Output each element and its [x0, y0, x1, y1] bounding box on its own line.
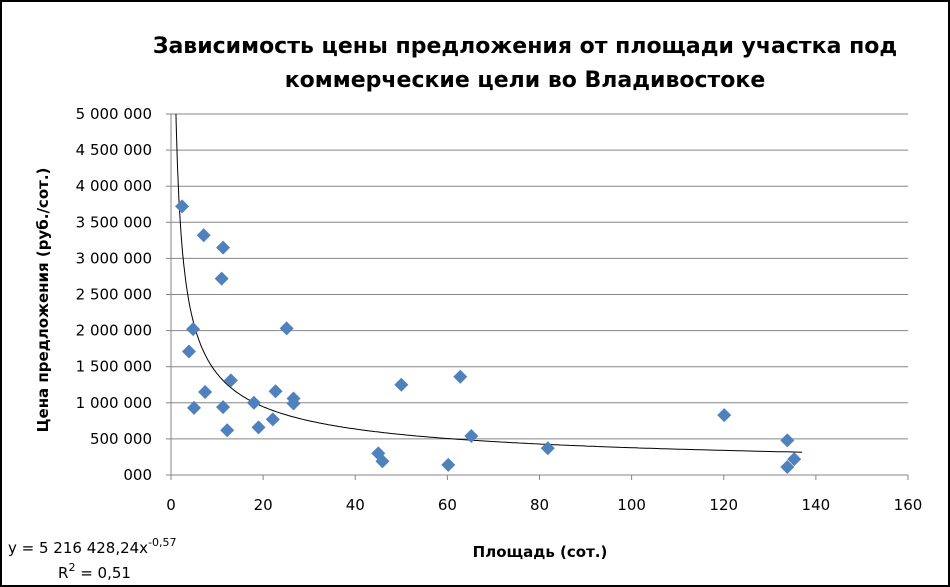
data-point [780, 460, 795, 475]
data-point [286, 396, 301, 411]
x-axis-label: Площадь (сот.) [473, 543, 608, 561]
data-point [198, 384, 213, 399]
x-tick-label: 140 [802, 496, 831, 514]
x-tick-label: 60 [438, 496, 457, 514]
data-point [216, 240, 231, 255]
data-point [214, 271, 229, 286]
y-tick-label: 3 500 000 [76, 213, 152, 231]
y-tick-label: 2 000 000 [76, 322, 152, 340]
data-point [540, 441, 555, 456]
x-tick-label: 80 [530, 496, 549, 514]
trendline-equation: y = 5 216 428,24x-0,57 [8, 536, 177, 557]
data-point [780, 433, 795, 448]
data-point [394, 377, 409, 392]
y-tick-label: 000 [123, 466, 152, 484]
y-tick-label: 1 500 000 [76, 358, 152, 376]
data-point [223, 373, 238, 388]
x-tick-label: 160 [894, 496, 923, 514]
chart-title-line-1: Зависимость цены предложения от площади … [153, 34, 897, 59]
data-point [464, 429, 479, 444]
x-tick-label: 120 [709, 496, 738, 514]
r-squared-label: R2 = 0,51 [58, 561, 131, 582]
x-tick-label: 40 [346, 496, 365, 514]
data-point [216, 400, 231, 415]
data-point [187, 400, 202, 415]
chart-title-line-2: коммерческие цели во Владивостоке [285, 68, 766, 93]
data-point [265, 412, 280, 427]
data-point [246, 395, 261, 410]
data-point [375, 454, 390, 469]
y-tick-label: 2 500 000 [76, 286, 152, 304]
data-point [717, 408, 732, 423]
y-axis-label: Цена предложения (руб./сот.) [34, 168, 52, 433]
data-point [453, 369, 468, 384]
y-tick-label: 4 500 000 [76, 141, 152, 159]
y-tick-label: 1 000 000 [76, 394, 152, 412]
data-point [787, 452, 802, 467]
x-tick-label: 0 [166, 496, 176, 514]
trendline [175, 114, 803, 453]
y-tick-label: 5 000 000 [76, 105, 152, 123]
y-tick-label: 3 000 000 [76, 249, 152, 267]
data-point [196, 228, 211, 243]
data-point [175, 199, 190, 214]
y-tick-label: 500 000 [90, 430, 152, 448]
data-point [441, 457, 456, 472]
y-tick-label: 4 000 000 [76, 177, 152, 195]
data-point [186, 322, 201, 337]
data-point [220, 423, 235, 438]
data-point [279, 321, 294, 336]
x-tick-label: 100 [617, 496, 646, 514]
data-point [251, 420, 266, 435]
data-point [181, 344, 196, 359]
data-point [268, 384, 283, 399]
x-tick-label: 20 [254, 496, 273, 514]
